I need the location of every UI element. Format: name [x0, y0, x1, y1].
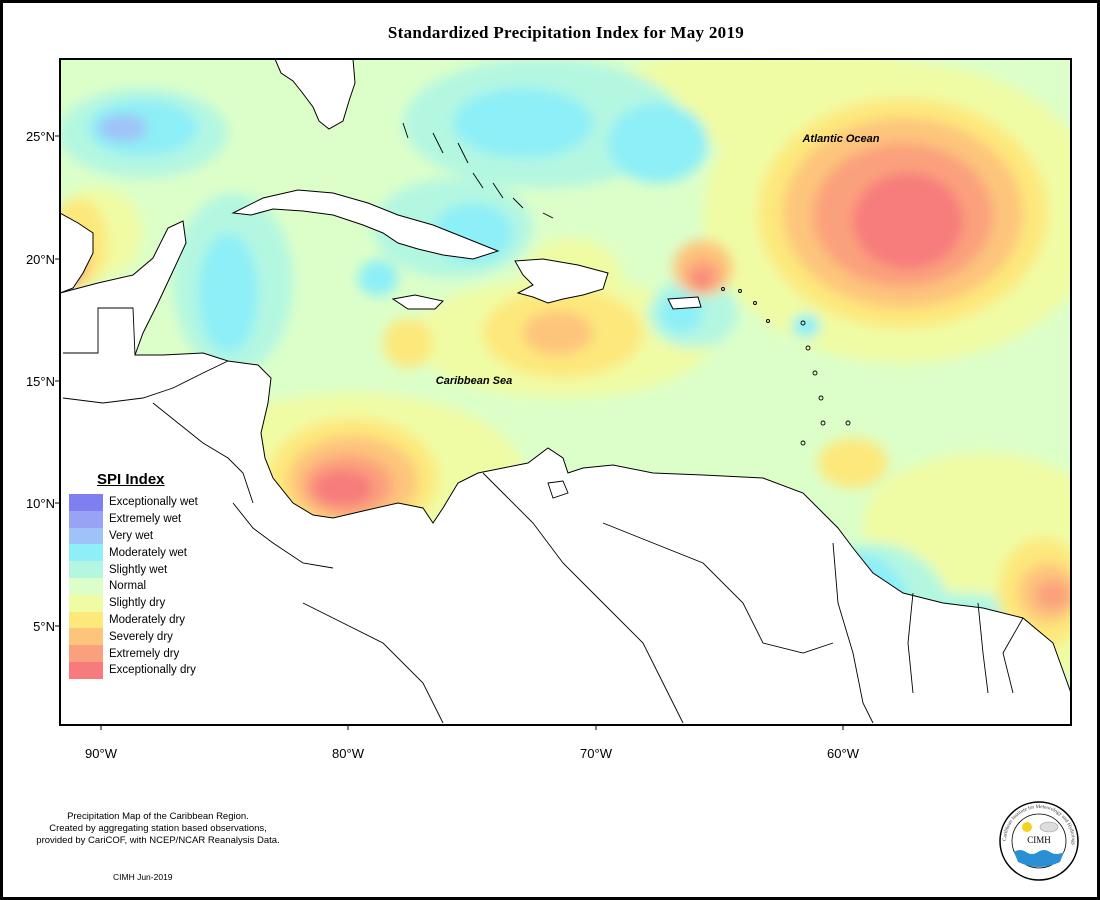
lon-label-90w: 90°W [85, 746, 117, 761]
credits-line-2: Created by aggregating station based obs… [49, 823, 267, 835]
legend-swatch [69, 594, 103, 612]
map-title: Standardized Precipitation Index for May… [387, 23, 745, 42]
lat-label-15n: 15°N [25, 374, 55, 389]
legend-title: SPI Index [97, 471, 165, 488]
legend-item: Very wet [69, 527, 219, 545]
caribbean-sea-label: Caribbean Sea [436, 375, 512, 387]
legend-swatch [69, 628, 103, 646]
legend-item: Normal [69, 577, 219, 595]
lat-label-5n: 5°N [33, 619, 55, 634]
land [60, 59, 1071, 725]
legend-label: Slightly wet [109, 563, 168, 576]
legend-rows: Exceptionally wet Extremely wet Very wet Mo… [69, 494, 219, 679]
legend-swatch [69, 527, 103, 545]
logo-center-text: CIMH [1027, 835, 1051, 845]
legend-item: Severely dry [69, 628, 219, 646]
legend-label: Exceptionally wet [109, 496, 198, 509]
spi-legend: SPI Index Exceptionally wet Extremely wet… [69, 471, 219, 679]
legend-item: Exceptionally wet [69, 494, 219, 511]
legend-label: Moderately wet [109, 546, 187, 559]
cloud-icon [1039, 821, 1059, 833]
credits-line-1: Precipitation Map of the Caribbean Regio… [67, 811, 249, 822]
islands [402, 122, 851, 499]
lon-label-80w: 80°W [332, 746, 364, 761]
legend-swatch [69, 661, 103, 679]
spi-map: Atlantic Ocean Caribbean Sea [55, 58, 1072, 730]
legend-label: Extremely wet [109, 513, 182, 526]
legend-item: Slightly dry [69, 594, 219, 612]
water-icon [1014, 850, 1064, 867]
lon-label-60w: 60°W [827, 746, 859, 761]
spi-field: Atlantic Ocean Caribbean Sea [60, 59, 1071, 725]
map-border [59, 58, 1072, 726]
legend-swatch [69, 494, 103, 511]
legend-label: Exceptionally dry [109, 664, 196, 677]
sun-icon [1022, 822, 1032, 832]
lat-label-20n: 20°N [25, 252, 55, 267]
legend-item: Moderately wet [69, 544, 219, 562]
cimh-logo: Caribbean Institute for Meteorology and … [999, 801, 1079, 881]
legend-swatch [69, 645, 103, 662]
date-stamp: CIMH Jun-2019 [113, 872, 173, 882]
lat-label-25n: 25°N [25, 129, 55, 144]
legend-label: Moderately dry [109, 613, 186, 626]
legend-label: Normal [109, 580, 147, 593]
legend-swatch [69, 510, 103, 528]
credits: Precipitation Map of the Caribbean Regio… [8, 811, 308, 848]
credits-line-3: provided by CariCOF, with NCEP/NCAR Rean… [36, 835, 280, 847]
borders [62, 307, 1024, 724]
lon-label-70w: 70°W [580, 746, 612, 761]
legend-item: Slightly wet [69, 561, 219, 578]
legend-label: Very wet [109, 529, 154, 542]
legend-swatch [69, 561, 103, 578]
legend-label: Extremely dry [109, 647, 180, 660]
lat-label-10n: 10°N [25, 496, 55, 511]
legend-item: Exceptionally dry [69, 661, 219, 679]
legend-item: Extremely wet [69, 510, 219, 528]
atlantic-ocean-label: Atlantic Ocean [801, 133, 879, 145]
legend-label: Slightly dry [109, 597, 166, 610]
legend-swatch [69, 577, 103, 595]
legend-item: Extremely dry [69, 645, 219, 662]
legend-item: Moderately dry [69, 611, 219, 629]
axis-ticks [55, 135, 844, 730]
legend-swatch [69, 611, 103, 629]
legend-swatch [69, 544, 103, 562]
map-frame: Standardized Precipitation Index for May… [3, 3, 1097, 897]
legend-label: Severely dry [109, 630, 173, 643]
